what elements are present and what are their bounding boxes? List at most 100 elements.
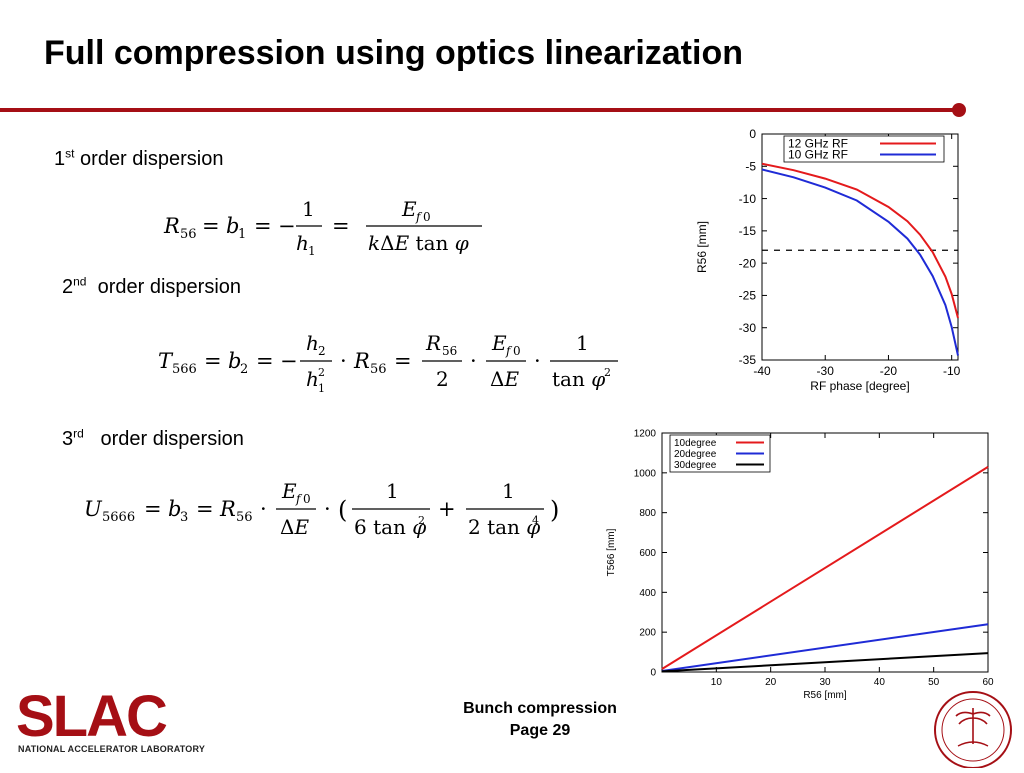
footer-page-number: Page 29 (509, 722, 571, 739)
equation-u5666: U 5666 = b 3 = R 56 · E f 0 ΔE · ( 1 6 t… (82, 474, 572, 553)
legend-label: 10degree (674, 438, 717, 449)
section-heading-2: 2nd order dispersion (62, 274, 242, 299)
svg-text:0: 0 (423, 210, 431, 224)
y-tick-label: 200 (639, 628, 656, 639)
y-tick-label: 600 (639, 548, 656, 559)
svg-text:5666: 5666 (102, 510, 135, 525)
series-line (761, 162, 959, 319)
title-divider (0, 108, 958, 112)
svg-text:2: 2 (436, 367, 449, 391)
svg-text:·: · (260, 497, 267, 521)
svg-text:E: E (491, 331, 507, 355)
series-line (661, 466, 989, 670)
section-label: order dispersion (97, 276, 242, 298)
x-tick-label: 40 (874, 677, 886, 688)
svg-text:0: 0 (303, 492, 311, 506)
svg-text:): ) (550, 496, 559, 524)
footer-topic: Bunch compression (463, 700, 617, 717)
svg-text:(: ( (338, 496, 347, 524)
y-tick-label: -25 (739, 289, 757, 303)
svg-text:·: · (534, 349, 541, 373)
y-axis-label: T566 [mm] (606, 528, 617, 576)
series-line (761, 168, 959, 356)
svg-text:·: · (470, 349, 477, 373)
stanford-seal (928, 688, 1018, 773)
svg-text:1: 1 (576, 331, 589, 355)
legend-label: 20degree (674, 449, 717, 460)
svg-text:R: R (219, 497, 236, 521)
svg-text:R: R (353, 349, 370, 373)
svg-text:R: R (163, 214, 180, 238)
svg-text:b: b (226, 214, 239, 238)
svg-text:−: − (278, 214, 296, 238)
svg-text:1: 1 (308, 244, 316, 258)
svg-text:f: f (295, 492, 303, 506)
section-suffix: nd (73, 274, 87, 289)
chart-t566-vs-r56: 10 20 30 40 50 60 0 200 400 600 800 1000 1200 10degre… (600, 424, 1000, 714)
svg-text:h: h (306, 331, 319, 355)
x-tick-label: -20 (880, 364, 898, 378)
legend-label: 30degree (674, 460, 717, 471)
section-suffix: st (65, 146, 75, 161)
svg-text:f: f (415, 210, 423, 224)
svg-text:56: 56 (442, 344, 457, 358)
section-number: 2 (62, 276, 74, 298)
svg-text:ΔE: ΔE (280, 515, 309, 539)
svg-text:=: = (254, 214, 272, 238)
svg-text:56: 56 (180, 227, 197, 242)
svg-text:2: 2 (240, 362, 248, 377)
y-tick-label: -30 (739, 321, 757, 335)
svg-text:56: 56 (370, 362, 387, 377)
y-tick-label: -10 (739, 192, 757, 206)
svg-text:−: − (280, 349, 298, 373)
svg-text:2: 2 (318, 366, 325, 379)
section-label: order dispersion (100, 428, 244, 450)
y-tick-label: 800 (639, 508, 656, 519)
svg-text:2: 2 (418, 514, 425, 527)
y-tick-label: 1200 (634, 429, 657, 440)
svg-text:56: 56 (236, 510, 253, 525)
y-tick-label: -35 (739, 353, 757, 367)
legend-label: 10 GHz RF (788, 148, 848, 162)
equation-t566: T 566 = b 2 = − h 2 h 2 1 · R 56 = R 56 … (156, 326, 626, 407)
svg-text:1: 1 (318, 382, 325, 395)
y-tick-label: -20 (739, 256, 757, 270)
svg-text:+: + (438, 497, 456, 521)
svg-text:=: = (202, 214, 220, 238)
svg-text:kΔE tan φ: kΔE tan φ (368, 231, 469, 255)
series-line (661, 623, 989, 672)
y-tick-label: 400 (639, 588, 656, 599)
svg-text:ΔE: ΔE (490, 367, 519, 391)
svg-text:=: = (394, 349, 412, 373)
y-tick-label: 1000 (634, 468, 657, 479)
legend-label: 12 GHz RF (788, 137, 848, 151)
svg-text:tan φ: tan φ (552, 367, 605, 391)
x-axis-label: R56 [mm] (803, 690, 847, 701)
x-tick-label: 50 (928, 677, 940, 688)
svg-text:=: = (204, 349, 222, 373)
svg-text:=: = (332, 214, 350, 238)
svg-text:=: = (144, 497, 162, 521)
y-tick-label: 0 (650, 668, 656, 679)
svg-text:T: T (158, 349, 174, 373)
x-tick-label: 10 (711, 677, 723, 688)
slac-logo: SLAC (16, 684, 196, 749)
svg-text:1: 1 (302, 197, 315, 221)
equation-r56: R 56 = b 1 = − 1 h 1 = E f 0 kΔE tan φ (162, 190, 492, 265)
svg-text:h: h (306, 367, 319, 391)
svg-text:b: b (228, 349, 241, 373)
slide-title: Full compression using optics linearizat… (44, 34, 743, 72)
svg-text:1: 1 (502, 479, 515, 503)
svg-text:4: 4 (532, 514, 539, 527)
svg-text:2: 2 (318, 344, 326, 358)
svg-text:3: 3 (180, 510, 188, 525)
y-tick-label: 0 (749, 127, 756, 141)
svg-text:=: = (196, 497, 214, 521)
x-axis-label: RF phase [degree] (810, 379, 909, 393)
section-heading-3: 3rd order dispersion (62, 427, 244, 451)
svg-text:1: 1 (386, 479, 399, 503)
svg-text:2: 2 (604, 366, 611, 379)
footer-text: Bunch compression Page 29 (430, 698, 650, 742)
x-tick-label: -40 (753, 364, 771, 378)
svg-text:566: 566 (172, 362, 197, 377)
